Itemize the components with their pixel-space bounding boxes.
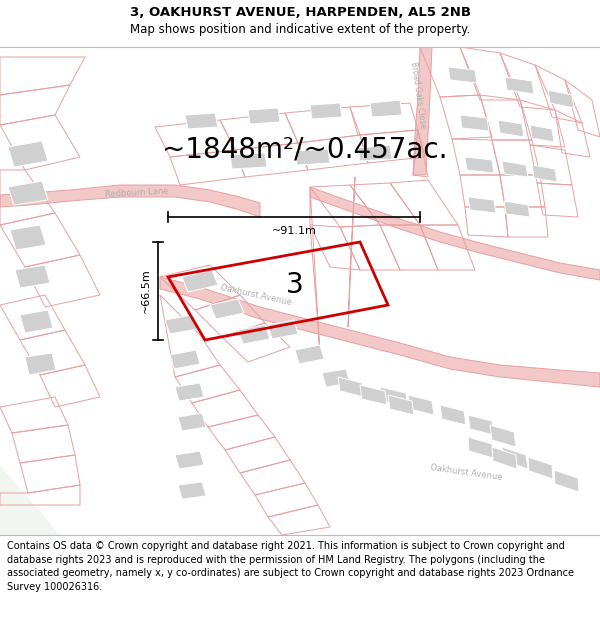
Polygon shape — [448, 67, 477, 83]
Text: 3, OAKHURST AVENUE, HARPENDEN, AL5 2NB: 3, OAKHURST AVENUE, HARPENDEN, AL5 2NB — [130, 6, 470, 19]
Polygon shape — [160, 277, 600, 387]
Polygon shape — [15, 265, 50, 288]
Text: ~1848m²/~0.457ac.: ~1848m²/~0.457ac. — [162, 136, 448, 164]
Polygon shape — [20, 310, 53, 333]
Polygon shape — [178, 482, 206, 499]
Polygon shape — [530, 125, 554, 142]
Polygon shape — [248, 108, 280, 124]
Polygon shape — [468, 197, 496, 213]
Polygon shape — [468, 415, 494, 435]
Polygon shape — [238, 325, 270, 344]
Polygon shape — [230, 153, 267, 169]
Text: Oakhurst Avenue: Oakhurst Avenue — [220, 283, 293, 307]
Text: Map shows position and indicative extent of the property.: Map shows position and indicative extent… — [130, 22, 470, 36]
Polygon shape — [268, 320, 298, 339]
Polygon shape — [175, 383, 204, 401]
Polygon shape — [502, 161, 528, 177]
Polygon shape — [0, 185, 260, 217]
Polygon shape — [185, 113, 218, 129]
Polygon shape — [358, 145, 392, 161]
Text: Contains OS data © Crown copyright and database right 2021. This information is : Contains OS data © Crown copyright and d… — [7, 541, 574, 592]
Polygon shape — [8, 141, 48, 167]
Polygon shape — [465, 157, 494, 173]
Polygon shape — [498, 120, 524, 137]
Polygon shape — [0, 465, 60, 535]
Polygon shape — [322, 369, 350, 387]
Polygon shape — [370, 100, 402, 117]
Polygon shape — [528, 457, 553, 479]
Bar — [0, 535, 600, 625]
Polygon shape — [175, 451, 204, 469]
Text: Redbourn Lane: Redbourn Lane — [105, 187, 169, 199]
Polygon shape — [502, 447, 528, 469]
Text: Oakhurst Avenue: Oakhurst Avenue — [430, 464, 503, 482]
Polygon shape — [360, 385, 387, 405]
Bar — [0, 47, 600, 535]
Polygon shape — [554, 470, 579, 492]
Polygon shape — [468, 437, 493, 458]
Polygon shape — [408, 395, 434, 415]
Text: ~66.5m: ~66.5m — [141, 269, 151, 313]
Polygon shape — [388, 395, 414, 415]
Polygon shape — [178, 413, 206, 431]
Polygon shape — [310, 187, 600, 280]
Polygon shape — [548, 90, 574, 108]
Polygon shape — [490, 425, 516, 447]
Bar — [0, 0, 600, 47]
Polygon shape — [210, 299, 244, 319]
Polygon shape — [492, 447, 517, 469]
Polygon shape — [413, 47, 432, 175]
Polygon shape — [8, 181, 48, 205]
Polygon shape — [380, 387, 408, 407]
Polygon shape — [310, 103, 342, 119]
Polygon shape — [170, 350, 200, 369]
Polygon shape — [10, 225, 46, 250]
Text: Broad Oaks Close: Broad Oaks Close — [409, 61, 427, 129]
Polygon shape — [25, 353, 56, 375]
Polygon shape — [504, 201, 530, 217]
Polygon shape — [182, 270, 218, 292]
Text: 3: 3 — [286, 271, 304, 299]
Text: ~91.1m: ~91.1m — [272, 226, 316, 236]
Polygon shape — [532, 165, 557, 182]
Polygon shape — [295, 345, 324, 364]
Polygon shape — [295, 149, 330, 165]
Polygon shape — [505, 77, 534, 94]
Polygon shape — [338, 377, 364, 397]
Polygon shape — [165, 315, 197, 334]
Polygon shape — [440, 405, 466, 425]
Polygon shape — [460, 115, 489, 131]
